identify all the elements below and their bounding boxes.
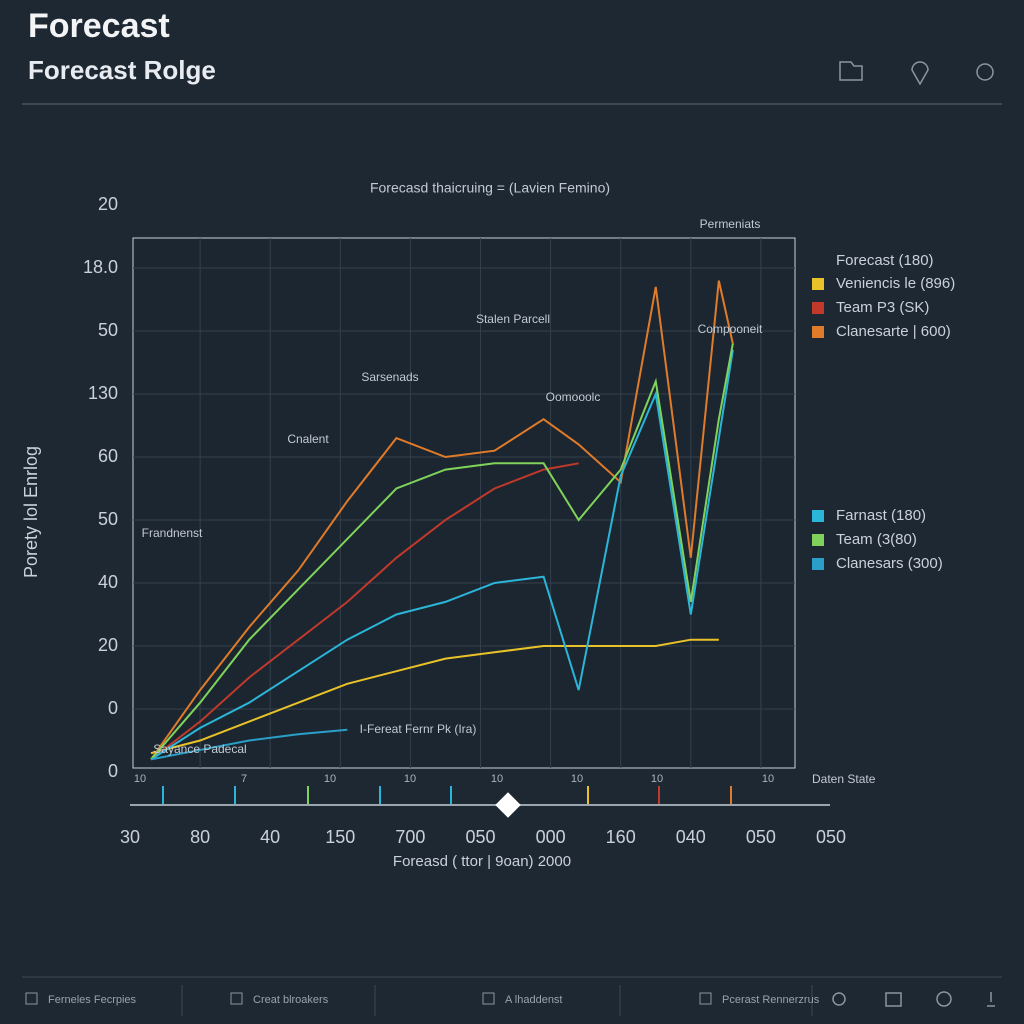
legend-label: Team (3(80) xyxy=(836,531,917,548)
x-minor-label: 7 xyxy=(241,773,247,785)
x-minor-label: 10 xyxy=(571,773,583,785)
chart-title: Forecasd thaicruing = (Lavien Femino) xyxy=(370,180,610,196)
series-line xyxy=(150,343,734,761)
x-minor-label: 10 xyxy=(134,773,146,785)
footer-separators xyxy=(181,985,813,1016)
series-line xyxy=(150,280,734,760)
timeline xyxy=(130,792,830,818)
series-line xyxy=(150,349,734,761)
legend-swatch xyxy=(812,558,824,570)
x-tick-label: 050 xyxy=(746,827,776,847)
legend-swatch xyxy=(812,326,824,338)
footer-icon xyxy=(230,992,243,1005)
y-tick-label: 130 xyxy=(88,383,118,403)
annotation: Sayance Padecal xyxy=(153,742,246,756)
x-minor-label: 10 xyxy=(651,773,663,785)
y-tick-label: 0 xyxy=(108,698,118,718)
footer-item[interactable]: Ferneles Fecrpies xyxy=(48,994,137,1006)
legend-swatch xyxy=(812,302,824,314)
globe-icon[interactable] xyxy=(936,991,952,1007)
settings-icon[interactable] xyxy=(976,63,994,81)
legend-label: Team P3 (SK) xyxy=(836,299,929,316)
footer-icon xyxy=(482,992,495,1005)
annotation: Stalen Parcell xyxy=(476,312,550,326)
footer-item[interactable]: Creat blroakers xyxy=(253,994,329,1006)
x-tick-label: 000 xyxy=(536,827,566,847)
y-tick-label: 40 xyxy=(98,572,118,592)
footer-icon xyxy=(699,992,712,1005)
x-tick-label: 150 xyxy=(325,827,355,847)
annotation: Cnalent xyxy=(287,432,329,446)
legend-label: Clanesars (300) xyxy=(836,555,943,572)
annotation: Permeniats xyxy=(700,217,761,231)
x-minor-label: 10 xyxy=(491,773,503,785)
x-tick-label: 700 xyxy=(395,827,425,847)
page-title: Forecast xyxy=(28,7,170,45)
legend-swatch xyxy=(812,278,824,290)
series-line xyxy=(150,728,348,761)
x-tick-label: 30 xyxy=(120,827,140,847)
x-tick-label: 050 xyxy=(816,827,846,847)
y-tick-label: 18.0 xyxy=(83,257,118,277)
timeline-handle[interactable] xyxy=(495,792,521,818)
x-end-label: Daten State xyxy=(812,772,876,786)
y-tick-label: 0 xyxy=(108,761,118,781)
search-icon[interactable] xyxy=(832,992,846,1006)
legend-label: Farnast (180) xyxy=(836,507,926,524)
page-subtitle: Forecast Rolge xyxy=(28,55,216,85)
annotation: Compooneit xyxy=(698,322,763,336)
y-tick-label: 20 xyxy=(98,194,118,214)
x-tick-label: 040 xyxy=(676,827,706,847)
pin-icon[interactable] xyxy=(911,61,929,86)
y-axis-label: Porety lol Enrlog xyxy=(21,446,41,578)
legend-swatch xyxy=(812,534,824,546)
series-line xyxy=(150,638,719,755)
x-tick-label: 40 xyxy=(260,827,280,847)
y-tick-label: 50 xyxy=(98,320,118,340)
footer-icons xyxy=(832,991,995,1007)
annotation: Frandnenst xyxy=(142,526,203,540)
annotation: Oomooolc xyxy=(546,390,601,404)
window-icon[interactable] xyxy=(885,992,902,1007)
x-tick-label: 80 xyxy=(190,827,210,847)
folder-icon[interactable] xyxy=(839,61,863,81)
y-tick-label: 60 xyxy=(98,446,118,466)
annotation: I-Fereat Fernr Pk (Ira) xyxy=(360,722,477,736)
footer-item[interactable]: Pcerast Rennerzrus xyxy=(722,994,820,1006)
x-tick-label: 160 xyxy=(606,827,636,847)
y-tick-label: 50 xyxy=(98,509,118,529)
annotation: Sarsenads xyxy=(361,370,418,384)
toolbar xyxy=(839,61,994,86)
x-minor-label: 10 xyxy=(324,773,336,785)
legend-swatch xyxy=(812,510,824,522)
footer-item[interactable]: A lhaddenst xyxy=(505,994,563,1006)
legend-label: Veniencis le (896) xyxy=(836,275,955,292)
footer-icon xyxy=(25,992,38,1005)
series-line xyxy=(150,462,579,761)
mic-icon[interactable] xyxy=(987,992,995,1007)
x-tick-label: 050 xyxy=(465,827,495,847)
legend-title: Forecast (180) xyxy=(836,252,934,269)
y-tick-label: 20 xyxy=(98,635,118,655)
x-minor-label: 10 xyxy=(404,773,416,785)
legend-label: Clanesarte | 600) xyxy=(836,323,951,340)
x-axis-label: Foreasd ( ttor | 9oan) 2000 xyxy=(393,853,571,870)
x-minor-label: 10 xyxy=(762,773,774,785)
